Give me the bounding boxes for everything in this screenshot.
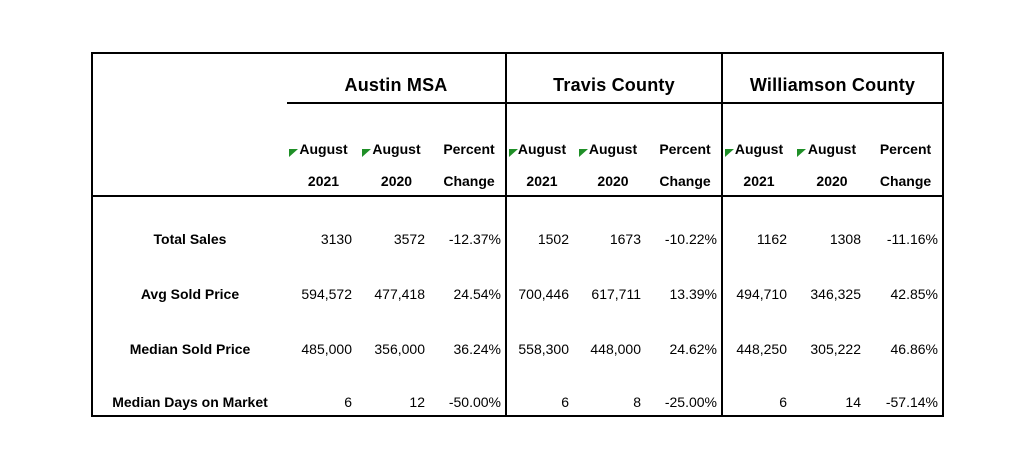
value-cell: -25.00%	[664, 394, 717, 410]
value-cell: 14	[845, 394, 861, 410]
value-cell: 36.24%	[453, 341, 501, 357]
section-title-austin-msa: Austin MSA	[287, 54, 505, 104]
value-cell: 13.39%	[669, 286, 717, 302]
value-cell: 477,418	[374, 286, 425, 302]
column-header-williamson-aug-2020: August 2020	[795, 104, 869, 197]
value-cell: 485,000	[301, 341, 352, 357]
row-label-avg-sold-price: Avg Sold Price	[140, 286, 240, 302]
title-row-spacer	[93, 54, 287, 104]
column-header-year: 2020	[816, 173, 848, 189]
value-cell: 1502	[505, 197, 577, 252]
value-cell: 24.62%	[669, 341, 717, 357]
value-cell: 448,250	[721, 307, 795, 362]
column-header-travis-aug-2020: August 2020	[577, 104, 649, 197]
green-triangle-icon	[289, 149, 298, 157]
market-stats-table: Austin MSA Travis County Williamson Coun…	[91, 52, 944, 417]
value-cell: 305,222	[810, 341, 861, 357]
value-cell: 356,000	[374, 341, 425, 357]
value-cell: 3572	[393, 231, 425, 247]
column-header-month: Percent	[879, 141, 932, 157]
green-triangle-icon	[797, 149, 806, 157]
column-header-williamson-aug-2021: August 2021	[721, 104, 795, 197]
value-cell: 700,446	[505, 252, 577, 307]
column-header-month: August	[517, 141, 567, 157]
column-header-austin-percent-change: Percent Change	[433, 104, 505, 197]
column-header-year: Change	[443, 173, 495, 189]
column-header-month: Percent	[659, 141, 711, 157]
value-cell: 42.85%	[890, 286, 938, 302]
section-title-williamson-county: Williamson County	[721, 54, 942, 104]
value-cell: 8	[633, 394, 641, 410]
column-header-year: 2020	[597, 173, 629, 189]
column-header-year: 2020	[380, 173, 413, 189]
header-row-spacer	[93, 104, 287, 197]
value-cell: -50.00%	[448, 394, 501, 410]
column-header-year: 2021	[743, 173, 775, 189]
value-cell: 3130	[320, 231, 352, 247]
value-cell: 346,325	[810, 286, 861, 302]
row-label-total-sales: Total Sales	[153, 231, 227, 247]
column-header-month: Percent	[443, 141, 495, 157]
column-header-month: August	[588, 141, 638, 157]
value-cell: 1673	[609, 231, 641, 247]
column-header-travis-percent-change: Percent Change	[649, 104, 721, 197]
value-cell: 448,000	[590, 341, 641, 357]
column-header-austin-aug-2021: August 2021	[287, 104, 360, 197]
value-cell: -57.14%	[885, 394, 938, 410]
column-header-month: August	[372, 141, 421, 157]
value-cell: 1162	[721, 197, 795, 252]
value-cell: -11.16%	[886, 231, 938, 247]
value-cell: -12.37%	[448, 231, 501, 247]
column-header-month: August	[299, 141, 348, 157]
green-triangle-icon	[725, 149, 734, 157]
value-cell: 6	[344, 394, 352, 410]
row-label-median-days-on-market: Median Days on Market	[112, 394, 268, 410]
value-cell: 6	[505, 362, 577, 415]
value-cell: 1308	[829, 231, 861, 247]
value-cell: 594,572	[301, 286, 352, 302]
column-header-williamson-percent-change: Percent Change	[869, 104, 942, 197]
column-header-year: Change	[659, 173, 711, 189]
value-cell: 12	[409, 394, 425, 410]
value-cell: 24.54%	[453, 286, 501, 302]
value-cell: -10.22%	[664, 231, 717, 247]
value-cell: 558,300	[505, 307, 577, 362]
section-title-travis-county: Travis County	[505, 54, 721, 104]
column-header-year: Change	[879, 173, 932, 189]
value-cell: 6	[721, 362, 795, 415]
column-header-year: 2021	[526, 173, 558, 189]
column-header-austin-aug-2020: August 2020	[360, 104, 433, 197]
column-header-year: 2021	[307, 173, 340, 189]
column-header-month: August	[734, 141, 784, 157]
value-cell: 617,711	[591, 286, 641, 302]
column-header-month: August	[807, 141, 857, 157]
green-triangle-icon	[362, 149, 371, 157]
value-cell: 494,710	[721, 252, 795, 307]
row-label-median-sold-price: Median Sold Price	[129, 341, 251, 357]
column-header-travis-aug-2021: August 2021	[505, 104, 577, 197]
green-triangle-icon	[509, 149, 518, 157]
green-triangle-icon	[579, 149, 588, 157]
value-cell: 46.86%	[890, 341, 938, 357]
